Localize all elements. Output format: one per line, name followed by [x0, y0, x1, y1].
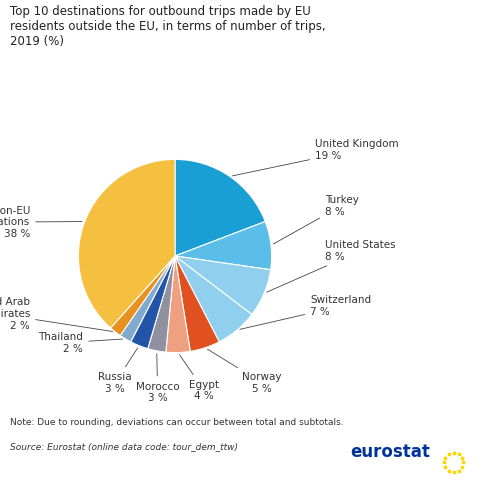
Text: Switzerland
7 %: Switzerland 7 %: [240, 296, 372, 329]
Wedge shape: [148, 256, 175, 352]
Wedge shape: [175, 256, 270, 314]
Text: Egypt
4 %: Egypt 4 %: [180, 355, 219, 401]
Text: Morocco
3 %: Morocco 3 %: [136, 354, 180, 403]
Text: Source: Eurostat (online data code: tour_dem_ttw): Source: Eurostat (online data code: tour…: [10, 442, 238, 451]
Wedge shape: [130, 256, 175, 349]
Text: United Arab
Emirates
2 %: United Arab Emirates 2 %: [0, 298, 112, 331]
Text: United States
8 %: United States 8 %: [266, 241, 396, 292]
Wedge shape: [175, 159, 265, 256]
Text: Note: Due to rounding, deviations can occur between total and subtotals.: Note: Due to rounding, deviations can oc…: [10, 418, 344, 427]
Text: Top 10 destinations for outbound trips made by EU
residents outside the EU, in t: Top 10 destinations for outbound trips m…: [10, 5, 326, 48]
Text: Turkey
8 %: Turkey 8 %: [274, 195, 358, 244]
Wedge shape: [120, 256, 175, 342]
Wedge shape: [175, 256, 252, 342]
Text: Other non-EU
destinations
38 %: Other non-EU destinations 38 %: [0, 206, 82, 239]
Wedge shape: [78, 159, 175, 328]
Text: Russia
3 %: Russia 3 %: [98, 348, 138, 394]
Wedge shape: [175, 222, 272, 270]
Text: United Kingdom
19 %: United Kingdom 19 %: [232, 139, 398, 176]
Wedge shape: [175, 256, 220, 351]
Text: eurostat: eurostat: [350, 443, 430, 461]
Wedge shape: [166, 256, 190, 353]
Text: Norway
5 %: Norway 5 %: [208, 349, 282, 394]
Wedge shape: [110, 256, 175, 336]
Text: Thailand
2 %: Thailand 2 %: [38, 332, 122, 354]
